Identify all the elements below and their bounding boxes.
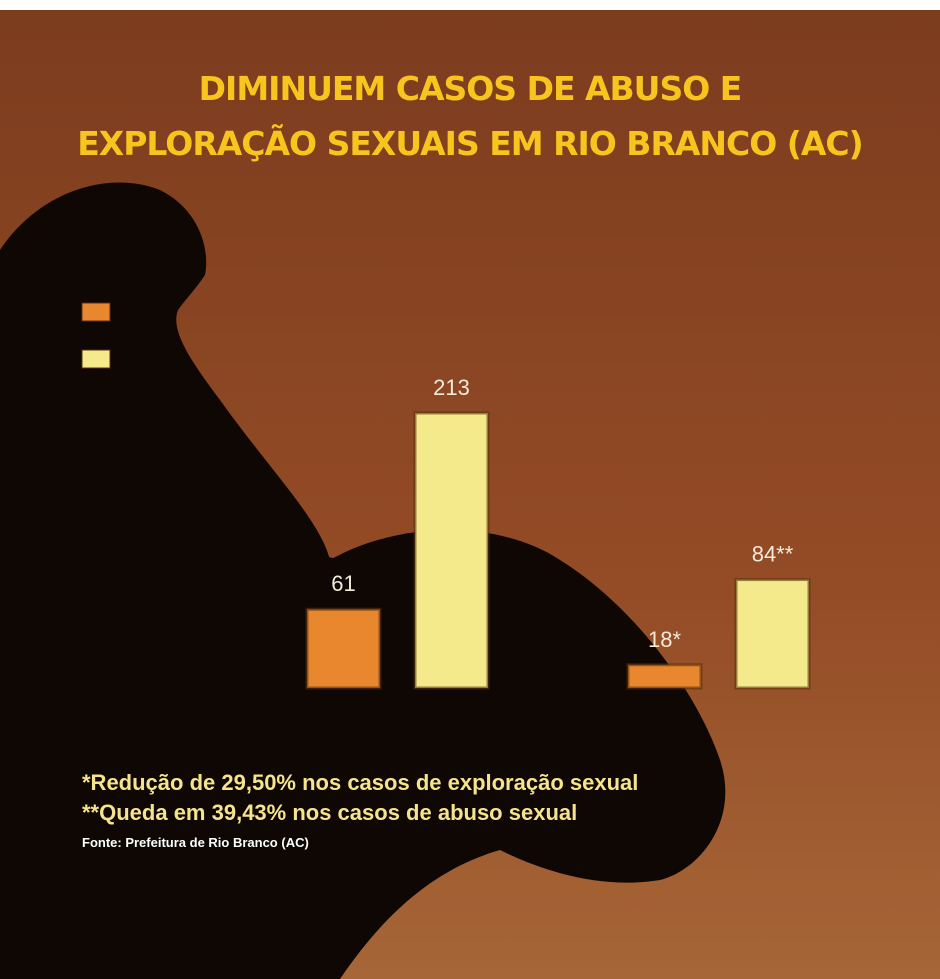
bar xyxy=(415,413,488,688)
source: Fonte: Prefeitura de Rio Branco (AC) xyxy=(82,835,309,850)
value-label: 213 xyxy=(433,375,470,400)
legend-swatch xyxy=(82,350,110,368)
footnote: **Queda em 39,43% nos casos de abuso sex… xyxy=(82,800,577,825)
bar xyxy=(307,609,380,688)
chart-title: DIMINUEM CASOS DE ABUSO E xyxy=(199,69,742,108)
value-label: 61 xyxy=(331,571,355,596)
value-label: 84** xyxy=(752,542,794,567)
chart: DIMINUEM CASOS DE ABUSO E EXPLORAÇÃO SEX… xyxy=(0,0,940,979)
value-label: 18* xyxy=(648,627,681,652)
chart-title: EXPLORAÇÃO SEXUAIS EM RIO BRANCO (AC) xyxy=(77,123,862,163)
bar xyxy=(628,665,701,688)
legend-swatch xyxy=(82,303,110,321)
footnote: *Redução de 29,50% nos casos de exploraç… xyxy=(82,770,638,795)
bar xyxy=(736,580,809,688)
